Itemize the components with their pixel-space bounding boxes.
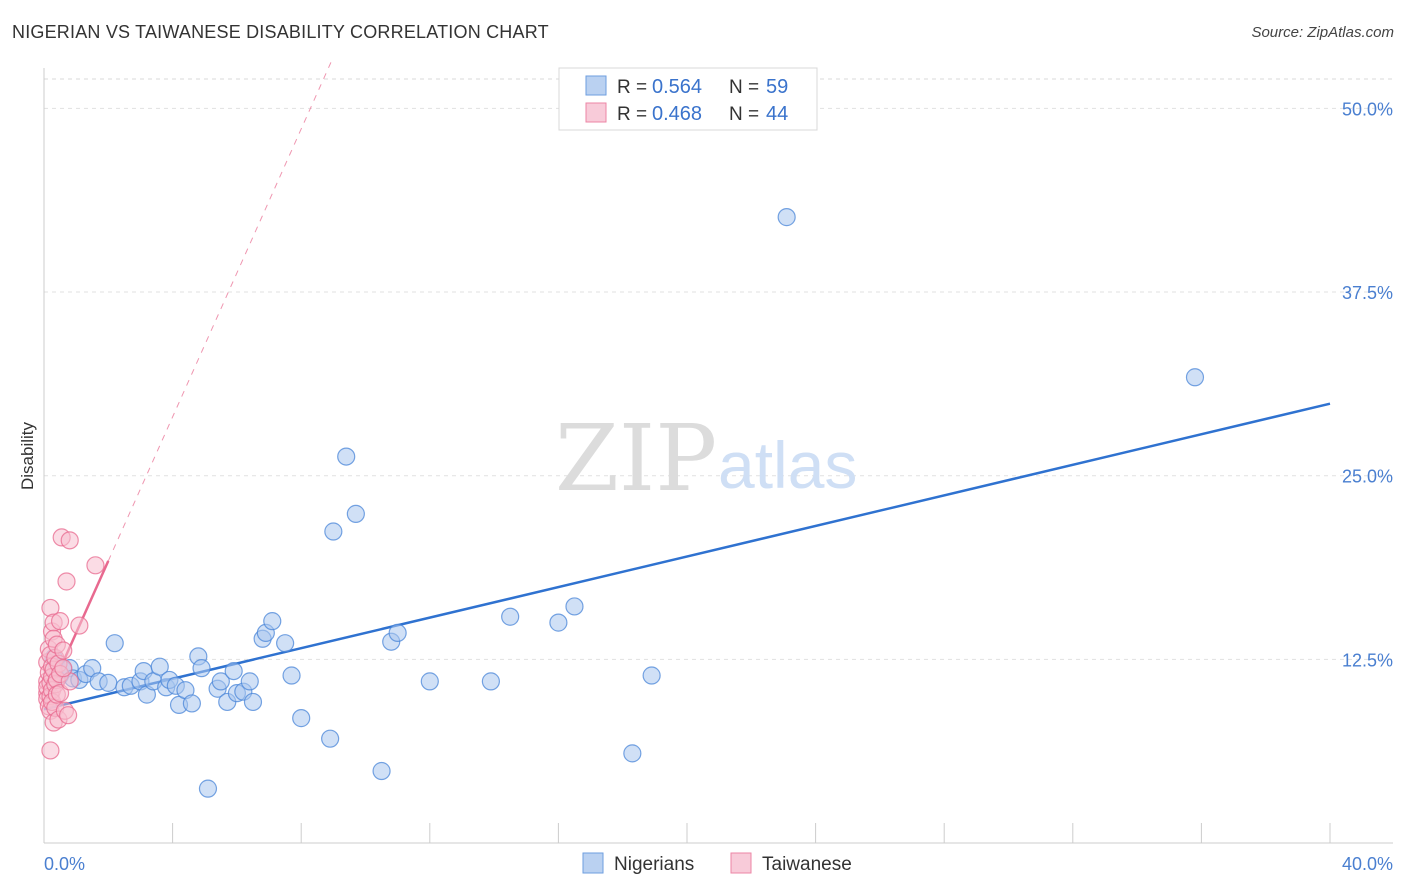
y-tick-label-0: 12.5% <box>1342 650 1393 670</box>
point-nigerians-31 <box>224 661 243 681</box>
series-legend-swatch-nigerians <box>582 852 604 874</box>
point-nigerians-44 <box>337 447 356 466</box>
point-nigerians-51 <box>501 607 520 626</box>
legend-n-label-nigerians: N = <box>729 77 759 98</box>
axes <box>43 68 1393 844</box>
point-taiwanese-33 <box>50 684 70 703</box>
point-nigerians-42 <box>321 729 340 748</box>
legend-r-label-nigerians: R = <box>617 77 647 98</box>
point-nigerians-45 <box>346 504 365 523</box>
point-nigerians-50 <box>481 672 500 691</box>
point-nigerians-29 <box>211 672 230 691</box>
trend-line-nigerians <box>43 402 1331 711</box>
trend-extension-taiwanese <box>107 56 334 562</box>
point-nigerians-34 <box>240 672 259 691</box>
legend-r-value-nigerians: 0.564 <box>652 76 702 98</box>
y-tick-label-1: 25.0% <box>1342 467 1393 487</box>
point-taiwanese-39 <box>60 531 79 550</box>
y-tick-label-3: 50.0% <box>1342 99 1393 119</box>
legend-n-value-taiwanese: 44 <box>766 103 788 125</box>
point-taiwanese-42 <box>86 556 105 575</box>
point-nigerians-10 <box>99 673 118 692</box>
point-nigerians-24 <box>182 694 201 713</box>
legend-r-value-taiwanese: 0.468 <box>652 103 702 125</box>
gridlines <box>44 78 1393 660</box>
legend-swatch-taiwanese <box>585 102 607 123</box>
legend-r-label-taiwanese: R = <box>617 104 647 125</box>
source-label: Source: ZipAtlas.com <box>1251 24 1394 41</box>
point-nigerians-52 <box>549 613 568 632</box>
point-nigerians-35 <box>243 692 263 712</box>
point-taiwanese-43 <box>54 659 73 678</box>
point-taiwanese-35 <box>54 641 73 660</box>
point-nigerians-54 <box>623 744 642 763</box>
series-legend: Nigerians Taiwanese <box>582 852 852 875</box>
point-nigerians-55 <box>642 666 661 685</box>
point-nigerians-27 <box>198 779 218 798</box>
point-nigerians-18 <box>150 657 169 676</box>
data-points <box>38 208 1205 798</box>
point-nigerians-46 <box>372 761 391 781</box>
point-nigerians-11 <box>105 634 124 653</box>
point-nigerians-57 <box>1185 368 1205 387</box>
point-taiwanese-38 <box>59 706 78 725</box>
y-tick-labels: 12.5% 25.0% 37.5% 50.0% <box>1342 99 1393 670</box>
trend-lines <box>42 56 1331 711</box>
point-nigerians-26 <box>192 659 211 678</box>
point-nigerians-41 <box>292 709 311 728</box>
point-taiwanese-31 <box>50 612 70 631</box>
point-nigerians-48 <box>388 623 407 643</box>
point-nigerians-39 <box>276 634 295 653</box>
series-legend-label-nigerians: Nigerians <box>614 854 694 875</box>
point-nigerians-43 <box>324 522 343 541</box>
stats-legend: R = 0.564 N = 59 R = 0.468 N = 44 <box>558 67 818 131</box>
watermark: ZIP atlas <box>555 405 857 512</box>
legend-swatch-nigerians <box>585 75 607 96</box>
y-tick-label-2: 37.5% <box>1342 283 1393 303</box>
y-axis-label: Disability <box>18 421 37 490</box>
point-nigerians-56 <box>777 208 796 227</box>
watermark-atlas: atlas <box>718 428 857 502</box>
chart-title: NIGERIAN VS TAIWANESE DISABILITY CORRELA… <box>12 22 549 42</box>
point-nigerians-49 <box>420 672 439 691</box>
point-taiwanese-13 <box>41 741 60 760</box>
series-legend-label-taiwanese: Taiwanese <box>762 854 852 875</box>
legend-n-label-taiwanese: N = <box>729 104 759 125</box>
watermark-zip: ZIP <box>555 405 717 512</box>
series-legend-swatch-taiwanese <box>730 852 752 874</box>
x-tick-label-min: 0.0% <box>44 854 85 874</box>
point-nigerians-40 <box>282 666 301 685</box>
x-tick-label-max: 40.0% <box>1342 854 1393 874</box>
point-taiwanese-41 <box>70 616 89 635</box>
legend-n-value-nigerians: 59 <box>766 76 788 98</box>
point-taiwanese-37 <box>57 572 76 591</box>
point-nigerians-38 <box>263 612 282 631</box>
point-nigerians-53 <box>565 597 584 616</box>
